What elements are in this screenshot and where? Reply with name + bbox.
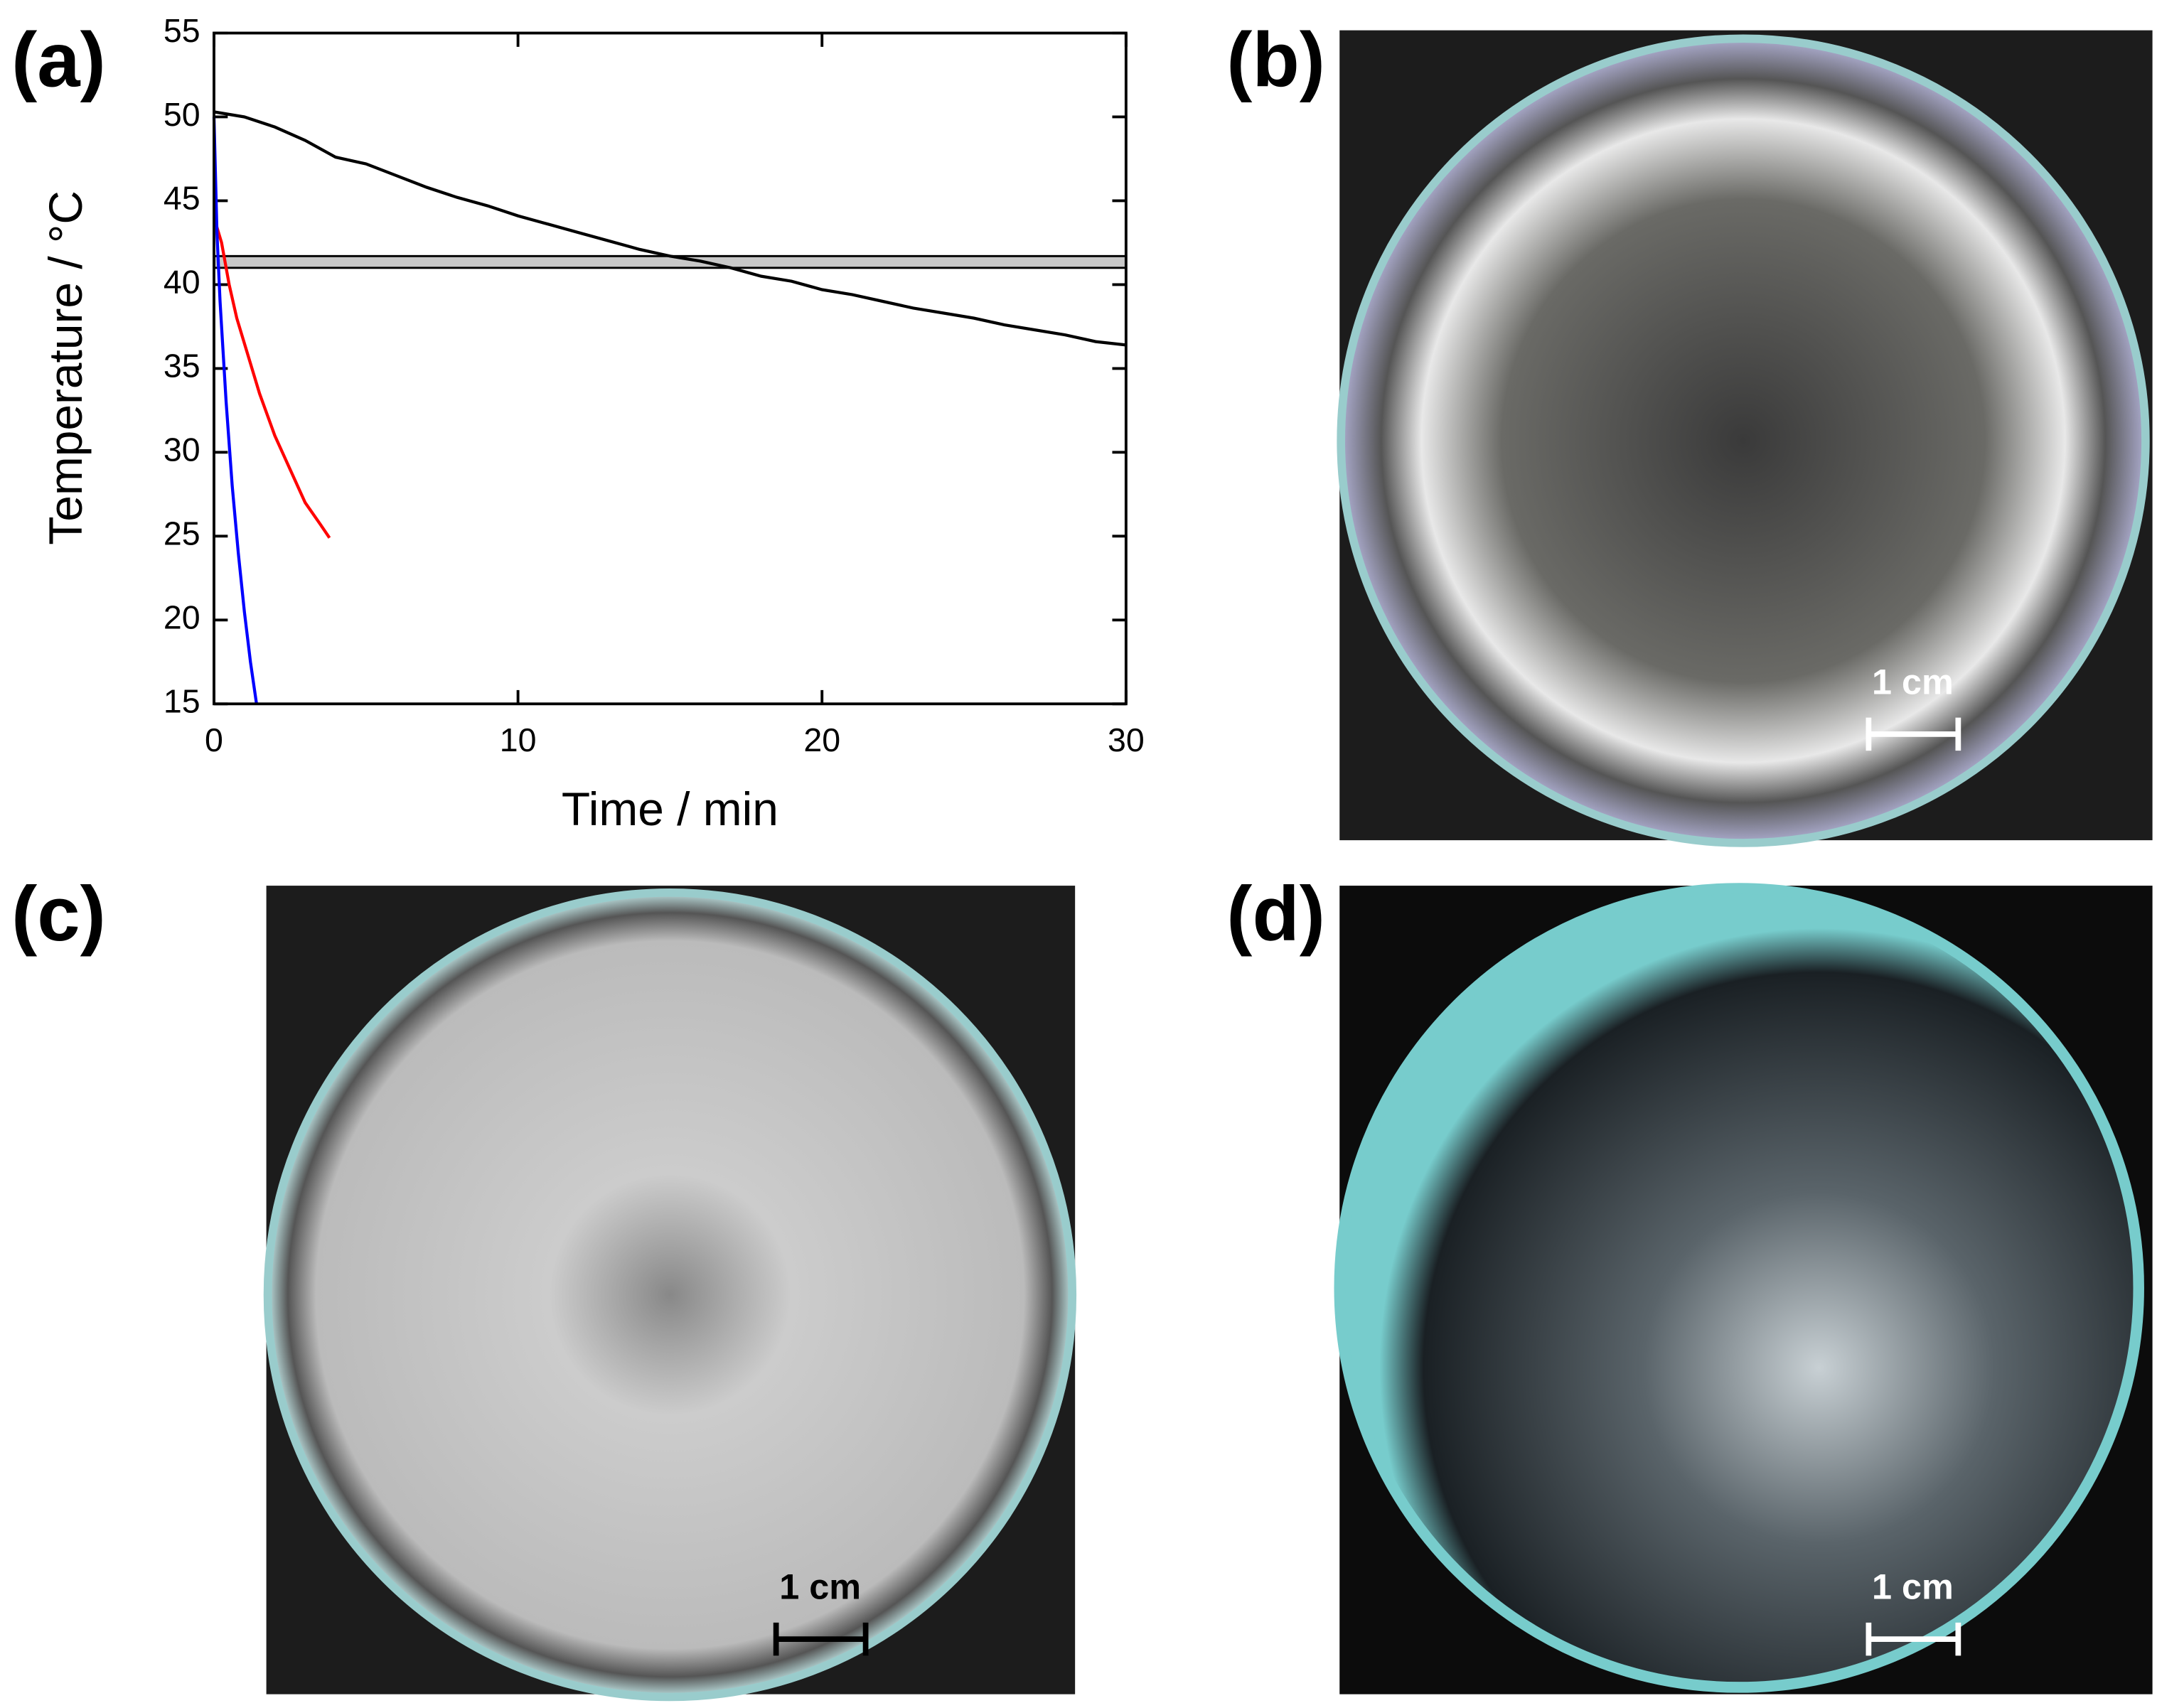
scale-bar	[1866, 1622, 1961, 1656]
y-axis-label: Temperature / °C	[39, 190, 92, 545]
y-tick-label: 40	[164, 264, 200, 301]
scale-label: 1 cm	[1872, 661, 1954, 702]
y-tick-label: 25	[164, 515, 200, 552]
panel-label: (d)	[1226, 871, 1325, 957]
y-tick-label: 15	[164, 683, 200, 720]
y-tick-label: 45	[164, 180, 200, 217]
y-tick-label: 50	[164, 96, 200, 133]
data-line	[212, 217, 331, 539]
x-tick-label: 0	[205, 721, 223, 758]
scale-bar	[1866, 717, 1961, 751]
data-line	[213, 110, 1127, 347]
band	[213, 254, 1128, 269]
x-tick-label: 10	[500, 721, 537, 758]
petri-dish	[263, 888, 1077, 1702]
x-tick-label: 30	[1108, 721, 1145, 758]
y-tick-label: 55	[164, 12, 200, 49]
data-line	[212, 117, 258, 704]
scale-label: 1 cm	[779, 1567, 861, 1607]
x-axis-label: Time / min	[562, 783, 778, 835]
y-tick-label: 35	[164, 348, 200, 385]
scale-bar	[773, 1622, 869, 1656]
scale-label: 1 cm	[1872, 1567, 1954, 1607]
x-tick-label: 20	[803, 721, 840, 758]
panel-label: (b)	[1226, 17, 1325, 103]
panel-label: (a)	[11, 17, 106, 103]
petri-dish	[1334, 883, 2144, 1693]
petri-dish	[1337, 34, 2150, 847]
plot-frame	[213, 31, 1128, 706]
y-tick-label: 30	[164, 431, 200, 468]
panel-label: (c)	[11, 871, 106, 957]
y-tick-label: 20	[164, 599, 200, 636]
